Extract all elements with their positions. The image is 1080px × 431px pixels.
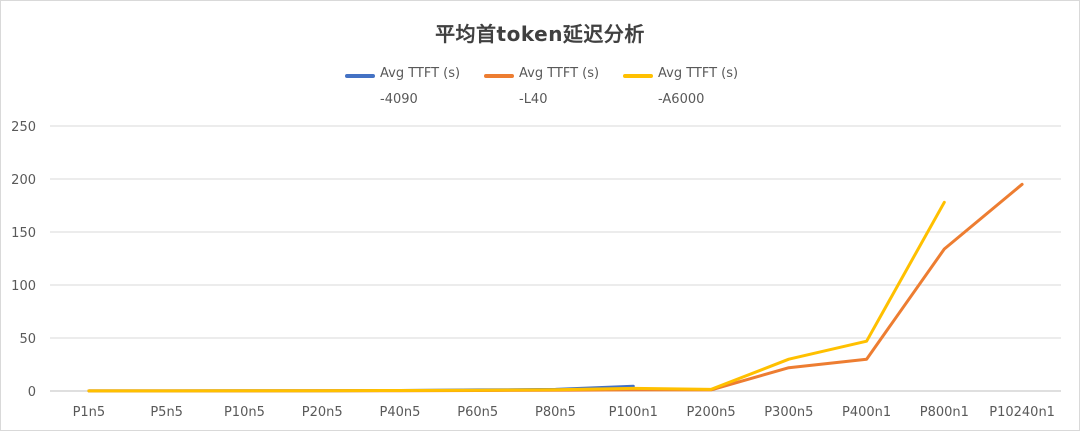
- x-tick-label: P5n5: [150, 405, 183, 420]
- series-line-l40: [87, 182, 1024, 393]
- legend-swatch-a6000: [623, 74, 653, 78]
- x-tick-label: P10n5: [224, 405, 265, 420]
- legend-label-line2: -A6000: [658, 92, 705, 107]
- legend-label-line1: Avg TTFT (s): [658, 66, 739, 81]
- y-tick-label: 100: [11, 279, 36, 294]
- y-tick-label: 0: [28, 385, 36, 400]
- legend-swatch-4090: [345, 74, 375, 78]
- legend-swatch-l40: [484, 74, 514, 78]
- x-tick-label: P20n5: [302, 405, 343, 420]
- legend-label-line2: -4090: [380, 92, 418, 107]
- chart-title: 平均首token延迟分析: [435, 22, 645, 46]
- x-tick-label: P10240n1: [989, 405, 1055, 420]
- y-tick-label: 250: [11, 120, 36, 135]
- x-tick-label: P60n5: [457, 405, 498, 420]
- x-tick-label: P200n5: [686, 405, 735, 420]
- legend-item-4090[interactable]: Avg TTFT (s) -4090: [345, 66, 485, 110]
- legend-label-line1: Avg TTFT (s): [519, 66, 600, 81]
- x-tick-label: P1n5: [73, 405, 106, 420]
- x-tick-label: P300n5: [764, 405, 813, 420]
- y-tick-label: 50: [19, 332, 36, 347]
- series-line-a6000: [87, 200, 946, 393]
- y-tick-label: 150: [11, 226, 36, 241]
- legend-label-line2: -L40: [519, 92, 548, 107]
- legend-label-line1: Avg TTFT (s): [380, 66, 461, 81]
- x-tick-label: P400n1: [842, 405, 891, 420]
- legend-item-l40[interactable]: Avg TTFT (s) -L40: [484, 66, 624, 110]
- legend-item-a6000[interactable]: Avg TTFT (s) -A6000: [623, 66, 763, 110]
- x-tick-label: P100n1: [609, 405, 658, 420]
- x-tick-label: P80n5: [535, 405, 576, 420]
- x-tick-label: P40n5: [380, 405, 421, 420]
- y-tick-label: 200: [11, 173, 36, 188]
- x-tick-label: P800n1: [920, 405, 969, 420]
